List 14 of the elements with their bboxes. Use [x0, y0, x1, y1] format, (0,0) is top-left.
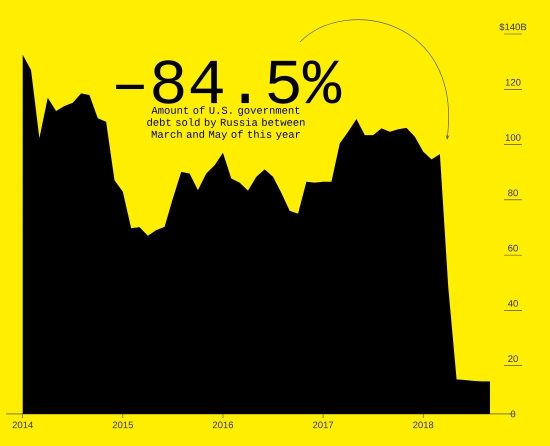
annotation: Amount of U.S. government debt sold by Russia between March and May of this year: [147, 106, 305, 140]
x-tick-label: 2016: [212, 422, 234, 428]
y-tick-label: 60: [508, 244, 518, 252]
x-tick-label: 2018: [413, 422, 434, 428]
annotation: –84.5%: [116, 60, 342, 104]
x-tick-label: 2017: [312, 422, 334, 428]
y-tick-label: 120: [506, 78, 521, 86]
y-tick-label: 20: [508, 355, 518, 362]
x-tick-label: 2014: [12, 422, 33, 428]
x-tick-label: 2015: [112, 422, 133, 428]
y-tick-label: $140B: [499, 23, 526, 31]
y-tick-label: 100: [506, 134, 521, 141]
y-tick-label: 80: [508, 189, 518, 196]
y-tick-label: 40: [508, 300, 518, 307]
